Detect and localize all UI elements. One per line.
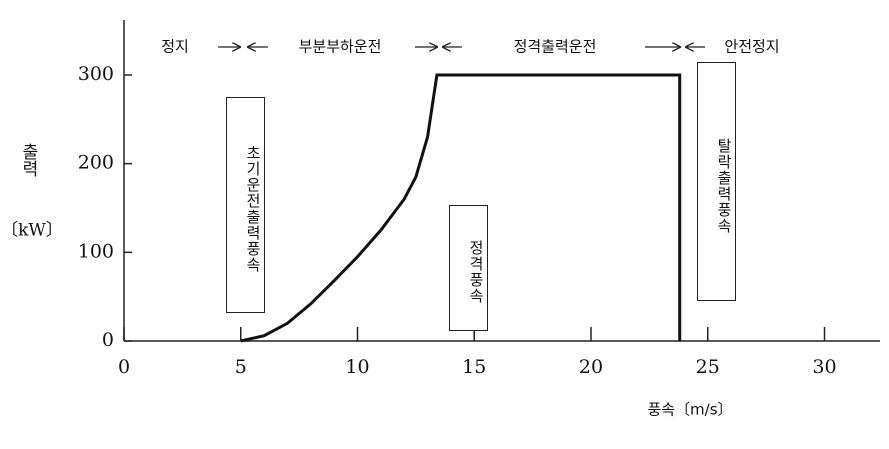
phase-label: 정지 bbox=[161, 38, 189, 56]
y-label: 출력 bbox=[18, 143, 38, 177]
annotation-box: 탈락출력풍속 bbox=[697, 62, 736, 301]
x-label: 풍속〔m/s〕 bbox=[647, 401, 732, 419]
x-tick-label: 5 bbox=[235, 356, 247, 378]
x-tick-label: 0 bbox=[118, 356, 130, 378]
y-tick-label: 100 bbox=[78, 240, 114, 262]
x-tick-label: 25 bbox=[696, 356, 720, 378]
annotation-box: 초기운전출력풍속 bbox=[226, 97, 265, 313]
y-tick-label: 0 bbox=[102, 329, 114, 351]
y-tick-label: 200 bbox=[78, 152, 114, 174]
x-tick-label: 10 bbox=[345, 356, 369, 378]
phase-label: 부분부하운전 bbox=[299, 38, 382, 56]
power-curve bbox=[240, 73, 682, 343]
x-tick-label: 20 bbox=[579, 356, 603, 378]
phase-label: 정격출력운전 bbox=[514, 38, 597, 56]
annotation-box: 정격풍속 bbox=[449, 205, 488, 331]
x-tick-label: 30 bbox=[812, 356, 836, 378]
y-tick-label: 300 bbox=[78, 63, 114, 85]
phase-label: 안전정지 bbox=[724, 38, 779, 56]
y-unit: 〔kW〕 bbox=[1, 221, 63, 241]
x-tick-label: 15 bbox=[462, 356, 486, 378]
